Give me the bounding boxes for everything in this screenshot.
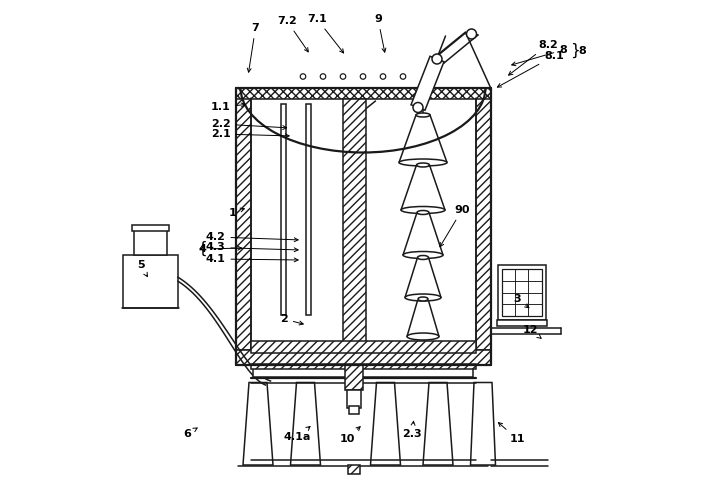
Text: 2.2: 2.2 [211, 119, 287, 130]
Text: 4.2: 4.2 [205, 232, 298, 242]
Bar [476, 88, 491, 350]
Ellipse shape [401, 206, 445, 214]
Circle shape [360, 74, 366, 79]
Text: 8.1: 8.1 [497, 51, 564, 87]
Text: 4: 4 [198, 244, 242, 254]
Bar [280, 104, 285, 315]
Polygon shape [290, 382, 320, 465]
Ellipse shape [403, 252, 443, 258]
Text: 10: 10 [339, 426, 360, 444]
Bar [498, 265, 545, 320]
Text: 2.3: 2.3 [402, 422, 422, 439]
Circle shape [400, 74, 406, 79]
Text: 7.1: 7.1 [307, 14, 343, 53]
Text: 7: 7 [248, 23, 259, 72]
Text: 1.1: 1.1 [211, 102, 245, 113]
Text: 8: 8 [512, 45, 567, 66]
Circle shape [380, 74, 386, 79]
Ellipse shape [417, 256, 428, 260]
Bar [250, 364, 476, 369]
Text: 4.1: 4.1 [205, 254, 298, 264]
Text: 12: 12 [523, 325, 541, 338]
Ellipse shape [405, 294, 441, 301]
Polygon shape [407, 299, 439, 337]
Text: 2.1: 2.1 [211, 129, 289, 139]
Text: }: } [571, 43, 580, 58]
Ellipse shape [407, 333, 439, 340]
Polygon shape [405, 258, 441, 298]
Polygon shape [401, 165, 445, 210]
Bar [497, 320, 547, 326]
Polygon shape [423, 382, 453, 465]
Circle shape [467, 29, 476, 39]
Circle shape [301, 74, 306, 79]
Text: 4.1a: 4.1a [283, 426, 311, 442]
Text: 2: 2 [280, 314, 303, 325]
Text: 4.3: 4.3 [205, 242, 298, 252]
Circle shape [320, 74, 326, 79]
Text: 5: 5 [136, 260, 147, 276]
Bar [123, 255, 178, 308]
Bar [306, 104, 311, 315]
Text: 8.2: 8.2 [509, 40, 558, 75]
Circle shape [340, 74, 346, 79]
Bar [235, 88, 250, 350]
Bar [346, 365, 363, 390]
Bar [134, 229, 167, 255]
Text: 11: 11 [498, 422, 525, 444]
Ellipse shape [416, 113, 430, 117]
Bar [348, 465, 360, 474]
Text: 8: 8 [578, 46, 586, 56]
Bar [349, 406, 359, 413]
Bar [502, 269, 542, 316]
Polygon shape [370, 382, 401, 465]
Bar [235, 350, 491, 365]
Polygon shape [403, 212, 443, 255]
Text: {: { [197, 241, 207, 256]
Bar [347, 390, 362, 407]
Polygon shape [243, 382, 273, 465]
Text: 90: 90 [440, 205, 470, 246]
Circle shape [432, 54, 442, 64]
Polygon shape [470, 382, 496, 465]
Text: 7.2: 7.2 [277, 16, 309, 52]
Text: 6: 6 [183, 428, 197, 439]
Bar [132, 225, 169, 231]
Ellipse shape [399, 159, 447, 166]
Bar [253, 368, 473, 376]
Circle shape [413, 102, 423, 113]
Polygon shape [411, 56, 444, 110]
Text: 9: 9 [374, 14, 386, 52]
Bar [235, 88, 491, 99]
Ellipse shape [417, 210, 429, 214]
Bar [250, 341, 476, 353]
Ellipse shape [417, 163, 430, 167]
Text: 1: 1 [229, 208, 245, 218]
Text: 3: 3 [513, 294, 529, 308]
Polygon shape [399, 115, 447, 162]
Ellipse shape [418, 297, 428, 301]
Bar [343, 98, 365, 350]
